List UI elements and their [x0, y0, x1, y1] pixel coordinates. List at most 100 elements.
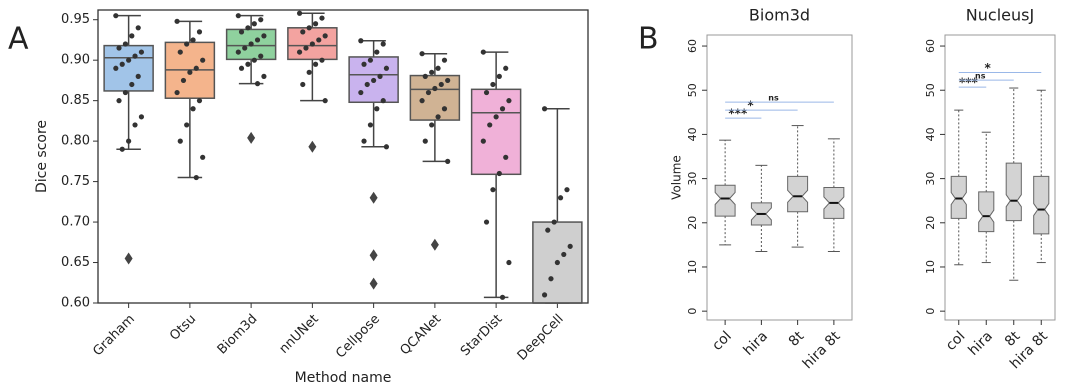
- data-point: [238, 29, 245, 35]
- data-point: [322, 98, 328, 104]
- box: [787, 175, 809, 213]
- data-point: [196, 29, 203, 35]
- data-point: [245, 61, 251, 67]
- data-point: [177, 138, 183, 144]
- data-point: [248, 41, 254, 47]
- data-point: [419, 98, 425, 104]
- panel-label: A: [8, 22, 29, 57]
- box: [950, 175, 967, 219]
- y-tick-label: 50: [686, 83, 699, 97]
- y-tick-label: 0: [924, 308, 937, 315]
- data-point: [422, 138, 428, 144]
- data-point: [367, 122, 374, 128]
- x-tick-label: hira: [741, 328, 771, 358]
- significance-label: ***: [959, 76, 979, 90]
- y-tick-label: 20: [686, 216, 699, 230]
- data-point: [364, 81, 370, 88]
- chart-title: NucleusJ: [966, 6, 1034, 25]
- outlier: [430, 238, 439, 251]
- y-tick-label: 20: [924, 216, 937, 230]
- data-point: [374, 106, 380, 112]
- data-point: [135, 25, 141, 31]
- data-point: [312, 61, 319, 67]
- box: [1033, 175, 1050, 235]
- data-point: [551, 219, 557, 225]
- data-point: [200, 57, 206, 63]
- data-point: [306, 25, 312, 31]
- y-tick-label: 0.60: [61, 296, 90, 311]
- data-point: [180, 77, 187, 84]
- x-tick-label: Otsu: [167, 312, 199, 344]
- data-point: [116, 98, 122, 104]
- y-tick-label: 40: [924, 127, 937, 141]
- significance-label: ns: [768, 94, 779, 103]
- box: [1005, 162, 1022, 222]
- y-tick-label: 10: [924, 260, 937, 274]
- data-point: [496, 170, 502, 177]
- data-point: [251, 21, 257, 27]
- data-point: [374, 49, 380, 55]
- data-point: [129, 33, 135, 39]
- data-point: [174, 18, 180, 24]
- data-point: [296, 49, 303, 55]
- data-point: [361, 138, 367, 144]
- data-point: [258, 53, 264, 59]
- data-point: [113, 13, 119, 19]
- data-point: [499, 106, 506, 112]
- data-point: [132, 53, 138, 59]
- data-point: [425, 89, 432, 96]
- data-point: [422, 73, 428, 79]
- box: [103, 44, 154, 92]
- data-point: [499, 294, 506, 300]
- y-tick-label: 50: [924, 83, 937, 97]
- data-point: [122, 41, 129, 47]
- data-point: [119, 61, 125, 67]
- data-point: [441, 106, 448, 112]
- data-point: [380, 98, 386, 104]
- x-tick-label: StarDist: [458, 312, 505, 359]
- y-tick-label: 0.70: [61, 215, 90, 230]
- y-tick-label: 30: [686, 172, 699, 186]
- data-point: [503, 65, 509, 71]
- data-point: [138, 114, 145, 120]
- chart-title: Biom3d: [749, 6, 810, 25]
- plot-frame: [944, 34, 1056, 321]
- data-point: [245, 25, 251, 31]
- data-point: [419, 51, 425, 57]
- data-point: [319, 57, 325, 63]
- data-point: [490, 187, 496, 193]
- data-point: [261, 73, 267, 79]
- data-point: [435, 114, 441, 120]
- data-point: [358, 89, 364, 96]
- box: [409, 74, 461, 121]
- x-axis-title: Method name: [295, 370, 392, 386]
- data-point: [296, 10, 303, 16]
- data-point: [506, 259, 512, 266]
- data-point: [309, 41, 315, 47]
- data-point: [432, 85, 438, 92]
- y-tick-label: 0.85: [61, 93, 90, 108]
- data-point: [383, 144, 390, 150]
- x-tick-label: QCANet: [397, 312, 444, 359]
- data-point: [193, 65, 199, 71]
- data-point: [541, 106, 548, 112]
- data-point: [496, 73, 502, 79]
- data-point: [238, 65, 245, 71]
- y-tick-label: 0.80: [61, 134, 90, 149]
- data-point: [258, 17, 264, 23]
- outlier: [124, 252, 133, 265]
- data-point: [303, 45, 309, 51]
- data-point: [377, 73, 383, 79]
- plot-frame: [706, 34, 853, 321]
- plot-frame: [97, 9, 589, 304]
- data-point: [490, 81, 496, 88]
- data-point: [184, 122, 190, 128]
- x-tick-label: hira 8t: [800, 328, 844, 372]
- outlier: [369, 191, 378, 204]
- data-point: [483, 89, 490, 96]
- data-point: [119, 146, 125, 152]
- data-point: [545, 227, 551, 233]
- data-point: [445, 158, 451, 164]
- x-tick-label: Biom3d: [215, 312, 261, 358]
- data-point: [554, 259, 560, 266]
